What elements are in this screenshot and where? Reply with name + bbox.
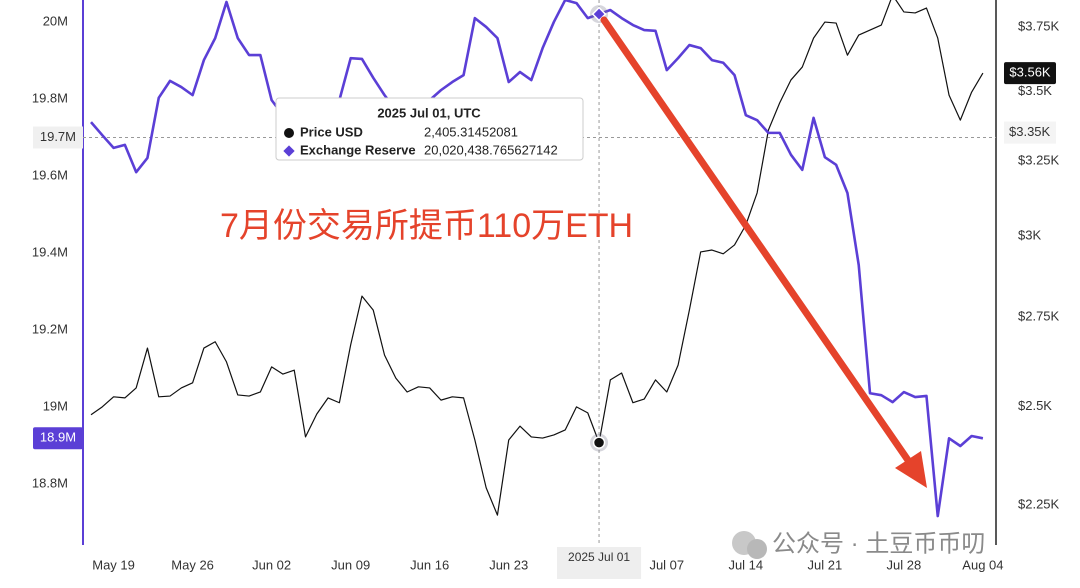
y2-tick-label: $2.5K bbox=[1018, 398, 1052, 413]
crosshair-y-label: 19.7M bbox=[40, 129, 76, 144]
series-line bbox=[90, 0, 984, 518]
series-line bbox=[90, 0, 984, 516]
crosshair-x-box bbox=[557, 547, 642, 579]
plot-area bbox=[90, 0, 984, 518]
last-value-label: 18.9M bbox=[40, 430, 76, 445]
annotation: 7月份交易所提币110万ETH bbox=[220, 207, 633, 245]
arrow-head bbox=[895, 451, 927, 488]
crosshair-y2-label: $3.35K bbox=[1009, 124, 1051, 139]
crosshair-y-box bbox=[33, 126, 83, 149]
y-tick-label: 19.8M bbox=[32, 90, 68, 105]
x-tick-label: Jul 21 bbox=[807, 557, 842, 572]
watermark: 公众号 · 土豆币币叨 bbox=[772, 530, 985, 557]
tooltip-title: 2025 Jul 01, UTC bbox=[377, 105, 481, 120]
crosshair-x-label: 2025 Jul 01 bbox=[568, 550, 630, 564]
y2-tick-label: $3.5K bbox=[1018, 83, 1052, 98]
tooltip-swatch bbox=[283, 145, 295, 157]
x-tick-label: May 26 bbox=[171, 557, 214, 572]
y2-tick-label: $3.75K bbox=[1018, 18, 1060, 33]
tooltip: 2025 Jul 01, UTC Price USD 2,405.31452081 E… bbox=[275, 97, 584, 161]
x-tick-label: Jun 09 bbox=[331, 557, 370, 572]
last-value-label: $3.56K bbox=[1009, 65, 1051, 80]
x-tick-label: Jun 16 bbox=[410, 557, 449, 572]
tooltip-value: 2,405.31452081 bbox=[424, 124, 518, 139]
x-tick-label: Aug 04 bbox=[962, 557, 1003, 572]
tooltip-box bbox=[275, 97, 584, 161]
x-tick-label: Jul 28 bbox=[887, 557, 922, 572]
y-tick-label: 19.4M bbox=[32, 244, 68, 259]
y-tick-label: 18.8M bbox=[32, 476, 68, 491]
y-tick-label: 20M bbox=[43, 13, 68, 28]
last-value-tag bbox=[33, 427, 83, 450]
last-value-tag bbox=[1004, 62, 1056, 85]
y-tick-label: 19M bbox=[43, 399, 68, 414]
y2-tick-label: $2.25K bbox=[1018, 497, 1060, 512]
x-tick-label: Jul 14 bbox=[728, 557, 763, 572]
x-tick-label: Jul 07 bbox=[649, 557, 684, 572]
tooltip-series-name: Exchange Reserve bbox=[300, 142, 416, 157]
watermark-icon bbox=[747, 539, 767, 559]
tooltip-series-name: Price USD bbox=[300, 124, 363, 139]
crosshair-y2-box bbox=[1004, 121, 1056, 144]
hover-point bbox=[592, 436, 606, 449]
tooltip-swatch bbox=[284, 128, 294, 138]
y2-tick-label: $2.75K bbox=[1018, 309, 1060, 324]
y-tick-label: 19.6M bbox=[32, 167, 68, 182]
arrow-shaft bbox=[600, 16, 916, 470]
x-tick-label: Jun 23 bbox=[489, 557, 528, 572]
y2-tick-label: $3K bbox=[1018, 227, 1041, 242]
x-tick-label: May 19 bbox=[92, 557, 135, 572]
y2-tick-label: $3.25K bbox=[1018, 152, 1060, 167]
y-tick-label: 19.2M bbox=[32, 322, 68, 337]
x-tick-label: Jun 02 bbox=[252, 557, 291, 572]
tooltip-value: 20,020,438.765627142 bbox=[424, 142, 558, 157]
